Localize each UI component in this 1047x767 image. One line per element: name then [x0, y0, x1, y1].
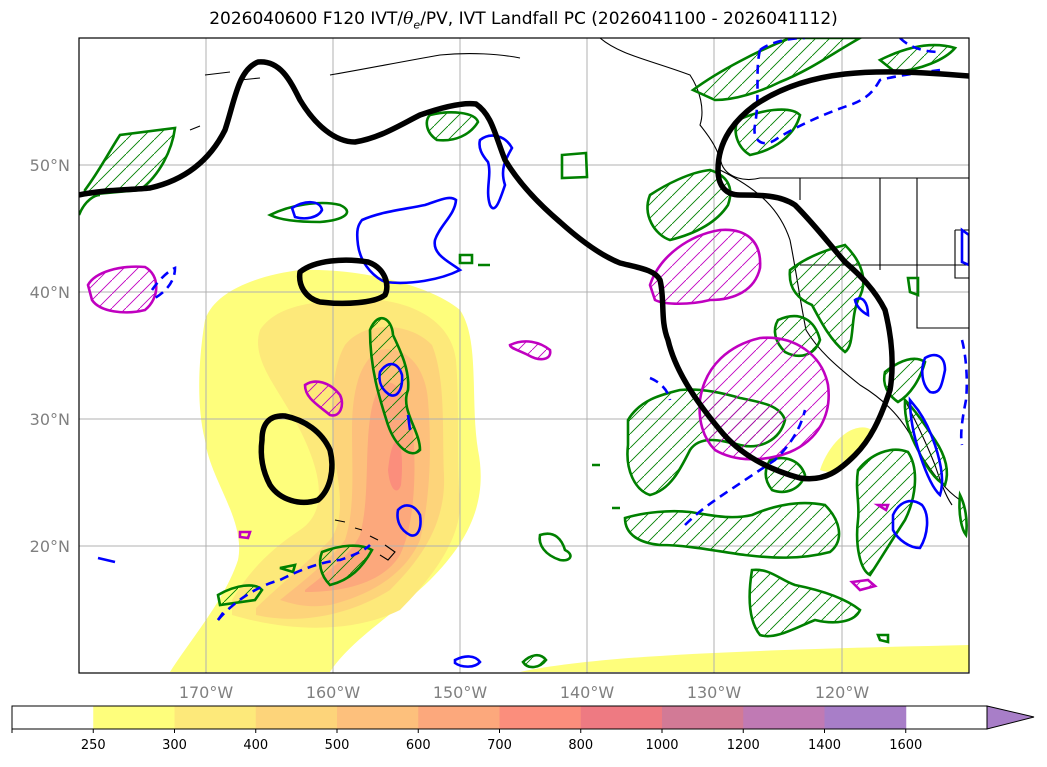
colorbar-swatch: [499, 706, 582, 729]
colorbar-extend-arrow: [986, 705, 1035, 730]
graticule: [79, 38, 969, 673]
colorbar-tick-label: 250: [81, 738, 106, 753]
lon-label-120w: 120°W: [815, 683, 870, 702]
colorbar-tick-label: 600: [406, 738, 431, 753]
colorbar-tick-label: 500: [325, 738, 350, 753]
lon-label-140w: 140°W: [560, 683, 615, 702]
lon-label-160w: 160°W: [306, 683, 361, 702]
colorbar-swatch: [824, 706, 907, 729]
colorbar: 250 300 400 500 600 700 800 1000 1200 1400 1600: [11, 705, 1035, 753]
colorbar-tick-label: 1200: [727, 738, 760, 753]
colorbar-tick-label: 300: [162, 738, 187, 753]
colorbar-swatch: [93, 706, 175, 729]
colorbar-swatch: [255, 706, 338, 729]
lat-label-50n: 50°N: [30, 156, 70, 175]
colorbar-tick-label: 1000: [645, 738, 678, 753]
colorbar-tick-label: 1600: [889, 738, 922, 753]
blue-dashed-contours: [150, 38, 969, 621]
lon-label-130w: 130°W: [687, 683, 742, 702]
lon-label-150w: 150°W: [433, 683, 488, 702]
colorbar-swatch: [337, 706, 419, 729]
colorbar-swatch: [174, 706, 257, 729]
lat-label-40n: 40°N: [30, 283, 70, 302]
colorbar-swatch: [418, 706, 500, 729]
colorbar-tick-label: 700: [487, 738, 512, 753]
colorbar-tick-label: 800: [568, 738, 593, 753]
colorbar-swatch: [662, 706, 744, 729]
lon-label-170w: 170°W: [179, 683, 234, 702]
colorbar-swatch: [12, 706, 94, 729]
magenta-contours: [86, 228, 890, 592]
map-title: 2026040600 F120 IVT/θe/PV, IVT Landfall …: [209, 9, 838, 32]
colorbar-tick-label: 400: [243, 738, 268, 753]
blue-contours: [97, 134, 969, 668]
colorbar-swatch: [580, 706, 663, 729]
pv-contours: [79, 59, 969, 506]
lat-label-20n: 20°N: [30, 537, 70, 556]
lat-label-30n: 30°N: [30, 410, 70, 429]
colorbar-tick-label: 1400: [808, 738, 841, 753]
plot-frame: [78, 37, 970, 674]
colorbar-swatch: [743, 706, 825, 729]
